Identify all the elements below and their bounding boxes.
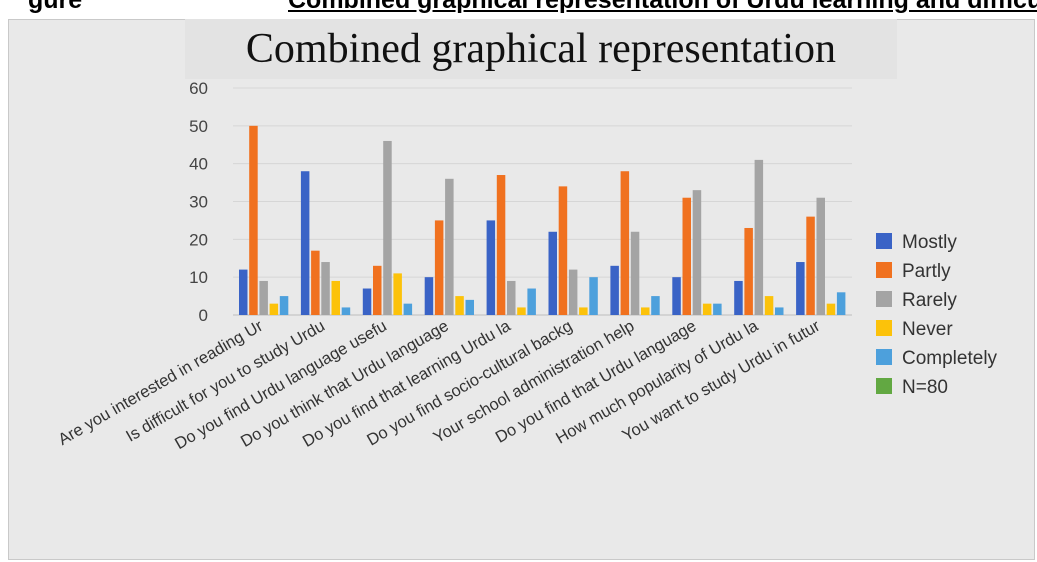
- legend: Mostly Partly Rarely Never Completely N=80: [876, 232, 998, 398]
- legend-swatch: [876, 378, 892, 394]
- bar-never-7: [641, 307, 650, 315]
- bar-partly-3: [373, 265, 382, 315]
- bar-never-8: [702, 303, 712, 315]
- legend-label: Rarely: [902, 290, 957, 311]
- bar-mostly-9: [734, 280, 743, 315]
- bar-mostly-4: [424, 277, 434, 315]
- bar-partly-7: [620, 171, 630, 315]
- bar-never-4: [455, 296, 464, 315]
- bar-mostly-2: [300, 171, 310, 315]
- legend-swatch: [876, 349, 892, 365]
- y-tick-label: 30: [189, 193, 208, 212]
- bar-partly-6: [558, 186, 568, 315]
- bar-never-1: [269, 303, 279, 315]
- bar-partly-5: [496, 175, 506, 315]
- bar-completely-1: [279, 296, 289, 315]
- bar-rarely-3: [383, 140, 392, 315]
- y-tick-label: 10: [189, 268, 208, 287]
- legend-label: Completely: [902, 348, 998, 369]
- bar-rarely-1: [259, 280, 268, 315]
- bars: [239, 125, 846, 315]
- bar-rarely-9: [754, 159, 764, 315]
- bar-mostly-7: [610, 265, 619, 315]
- bar-mostly-3: [362, 288, 372, 315]
- bar-completely-10: [836, 292, 846, 315]
- legend-label: Never: [902, 319, 953, 340]
- figure-heading-text: Combined graphical representation of Urd…: [288, 0, 1037, 14]
- y-tick-label: 60: [189, 79, 208, 98]
- bar-partly-10: [806, 216, 815, 315]
- legend-label: Partly: [902, 261, 951, 282]
- bar-never-9: [764, 296, 774, 315]
- bar-partly-8: [682, 197, 691, 315]
- bar-completely-7: [651, 296, 660, 315]
- bar-rarely-7: [630, 231, 640, 315]
- legend-label: Mostly: [902, 232, 957, 253]
- bar-rarely-5: [507, 280, 516, 315]
- bar-mostly-1: [239, 269, 248, 315]
- legend-swatch: [876, 291, 892, 307]
- bar-partly-1: [249, 125, 258, 315]
- bar-mostly-10: [796, 262, 805, 315]
- figure-heading: gure Combined graphical representation o…: [0, 0, 1037, 16]
- bar-never-3: [393, 273, 402, 315]
- bar-never-6: [579, 307, 588, 315]
- bar-partly-9: [744, 227, 753, 315]
- y-tick-label: 50: [189, 117, 208, 136]
- y-tick-label: 40: [189, 155, 208, 174]
- legend-swatch: [876, 262, 892, 278]
- bar-completely-2: [341, 307, 351, 315]
- bar-never-10: [826, 303, 836, 315]
- bar-mostly-6: [548, 231, 557, 315]
- bar-completely-3: [403, 303, 413, 315]
- bar-never-2: [331, 280, 340, 315]
- bar-completely-6: [589, 277, 598, 315]
- bar-never-5: [517, 307, 526, 315]
- bar-rarely-8: [692, 190, 702, 315]
- y-tick-label: 0: [199, 306, 208, 325]
- y-axis-ticks: 0 10 20 30 40 50 60: [189, 79, 208, 325]
- legend-swatch: [876, 233, 892, 249]
- chart-frame: [8, 19, 1035, 560]
- bar-partly-2: [311, 250, 320, 315]
- bar-rarely-4: [445, 178, 454, 315]
- bar-rarely-6: [568, 269, 578, 315]
- bar-mostly-8: [672, 277, 681, 315]
- chart-title-box: [185, 19, 897, 79]
- bar-completely-5: [527, 288, 536, 315]
- legend-label: N=80: [902, 377, 948, 398]
- bar-completely-8: [713, 303, 722, 315]
- y-tick-label: 20: [189, 230, 208, 249]
- bar-mostly-5: [486, 220, 496, 315]
- chart-title: Combined graphical representation: [245, 26, 837, 72]
- bar-completely-9: [775, 307, 784, 315]
- bar-partly-4: [434, 220, 444, 315]
- legend-swatch: [876, 320, 892, 336]
- figure-heading-lead: gure: [28, 0, 83, 14]
- bar-completely-4: [465, 299, 474, 315]
- bar-rarely-2: [321, 262, 330, 315]
- bar-rarely-10: [816, 197, 825, 315]
